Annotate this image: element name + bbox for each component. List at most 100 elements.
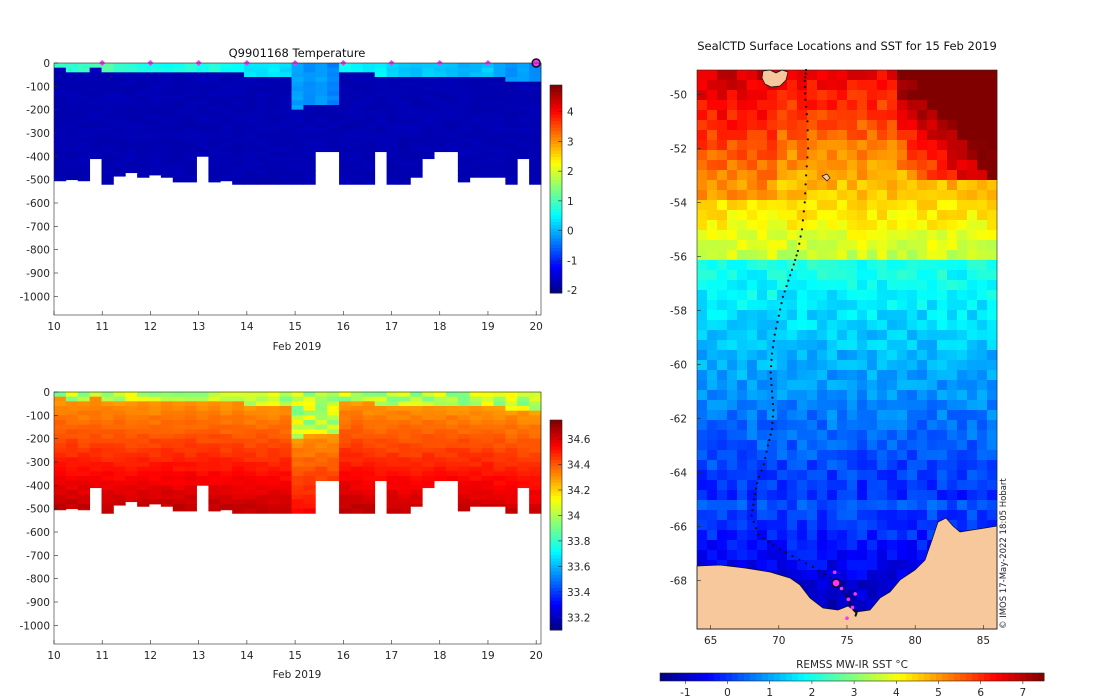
- salinity-cell: [184, 415, 197, 421]
- track-point: [767, 540, 770, 543]
- sst-cell: [937, 440, 948, 451]
- salinity-cell: [113, 462, 126, 468]
- sst-cell: [757, 110, 768, 121]
- sst-cell: [807, 450, 818, 461]
- salinity-cell: [457, 457, 471, 463]
- sst-cell: [807, 80, 818, 91]
- salinity-cell: [125, 415, 138, 421]
- salinity-cell: [160, 485, 174, 491]
- temperature-cell: [303, 91, 316, 97]
- map-y-tick-label: -58: [670, 305, 687, 317]
- sst-cell: [857, 110, 868, 121]
- sst-cell: [737, 110, 748, 121]
- sst-cell: [847, 330, 858, 341]
- sst-cell: [987, 330, 998, 341]
- sst-cell: [937, 280, 948, 291]
- salinity-cell: [220, 401, 233, 407]
- salinity-cell: [232, 420, 245, 426]
- sst-cell: [927, 480, 938, 491]
- sst-cell: [767, 480, 778, 491]
- colorbar-segment: [550, 561, 562, 565]
- temperature-cell: [113, 109, 126, 115]
- temperature-cell: [54, 170, 67, 176]
- salinity-cell: [255, 476, 269, 482]
- sst-cell: [837, 450, 848, 461]
- temperature-cell: [267, 114, 281, 120]
- sst-cell: [867, 190, 878, 201]
- sst-cell: [957, 210, 968, 221]
- salinity-cell: [196, 457, 209, 463]
- temperature-cell: [339, 175, 352, 181]
- sst-cell: [967, 330, 978, 341]
- temperature-cell: [255, 165, 269, 171]
- sst-cell: [977, 280, 988, 291]
- track-point: [804, 98, 807, 101]
- salinity-cell: [398, 438, 411, 444]
- temperature-cell: [244, 156, 257, 162]
- temperature-cell: [350, 161, 364, 167]
- salinity-cell: [267, 434, 281, 440]
- temperature-cell: [315, 114, 328, 120]
- temperature-cell: [267, 147, 281, 153]
- sst-cell: [837, 130, 848, 141]
- temperature-cell: [77, 170, 91, 176]
- sst-cell: [977, 510, 988, 521]
- salinity-cell: [172, 448, 186, 454]
- salinity-cell: [291, 490, 304, 496]
- colorbar-segment: [550, 479, 562, 483]
- sst-cell: [867, 170, 878, 181]
- temperature-cell: [327, 133, 340, 139]
- temperature-cell: [410, 165, 423, 171]
- sst-cell: [857, 600, 868, 611]
- sst-cell: [887, 510, 898, 521]
- colorbar-segment: [550, 442, 562, 447]
- sst-cell: [717, 480, 728, 491]
- sst-cell: [747, 190, 758, 201]
- salinity-cell: [339, 396, 352, 402]
- sst-cell: [957, 520, 968, 531]
- salinity-cell: [445, 392, 459, 398]
- salinity-cell: [422, 424, 435, 430]
- sst-cell: [777, 560, 788, 571]
- sst-cell: [807, 490, 818, 501]
- salinity-cell: [267, 457, 281, 463]
- sst-cell: [787, 280, 798, 291]
- track-point: [803, 201, 806, 204]
- sst-cell: [897, 130, 908, 141]
- temperature-cell: [89, 151, 102, 157]
- sst-colorbar-segment: [702, 673, 709, 681]
- sst-cell: [887, 260, 898, 271]
- temperature-cell: [529, 137, 542, 143]
- sst-cell: [927, 140, 938, 151]
- salinity-cell: [244, 434, 257, 440]
- sst-cell: [797, 420, 808, 431]
- salinity-cell: [101, 420, 114, 426]
- temperature-cell: [232, 105, 245, 111]
- sst-cell: [897, 280, 908, 291]
- temperature-cell: [113, 67, 126, 73]
- temperature-cell: [279, 105, 292, 111]
- colorbar-segment: [550, 228, 562, 232]
- temperature-cell: [529, 91, 542, 97]
- salinity-cell: [279, 438, 292, 444]
- temperature-cell: [208, 67, 221, 73]
- sst-cell: [957, 440, 968, 451]
- colorbar-segment: [550, 482, 562, 487]
- sst-colorbar-segment: [870, 673, 877, 681]
- sst-cell: [877, 230, 888, 241]
- temperature-cell: [410, 137, 423, 143]
- sst-cell: [877, 550, 888, 561]
- temperature-cell: [362, 86, 376, 92]
- map-x-tick-label: 70: [772, 635, 785, 647]
- sst-cell: [967, 480, 978, 491]
- salinity-cell: [315, 392, 328, 398]
- temperature-cell: [374, 91, 387, 97]
- sst-cell: [957, 200, 968, 211]
- salinity-cell: [386, 392, 399, 398]
- sst-cell: [947, 170, 958, 181]
- salinity-cell: [327, 452, 340, 458]
- sst-cell: [957, 120, 968, 131]
- colorbar-segment: [550, 88, 562, 92]
- salinity-cell: [77, 443, 91, 449]
- temperature-cell: [101, 142, 114, 148]
